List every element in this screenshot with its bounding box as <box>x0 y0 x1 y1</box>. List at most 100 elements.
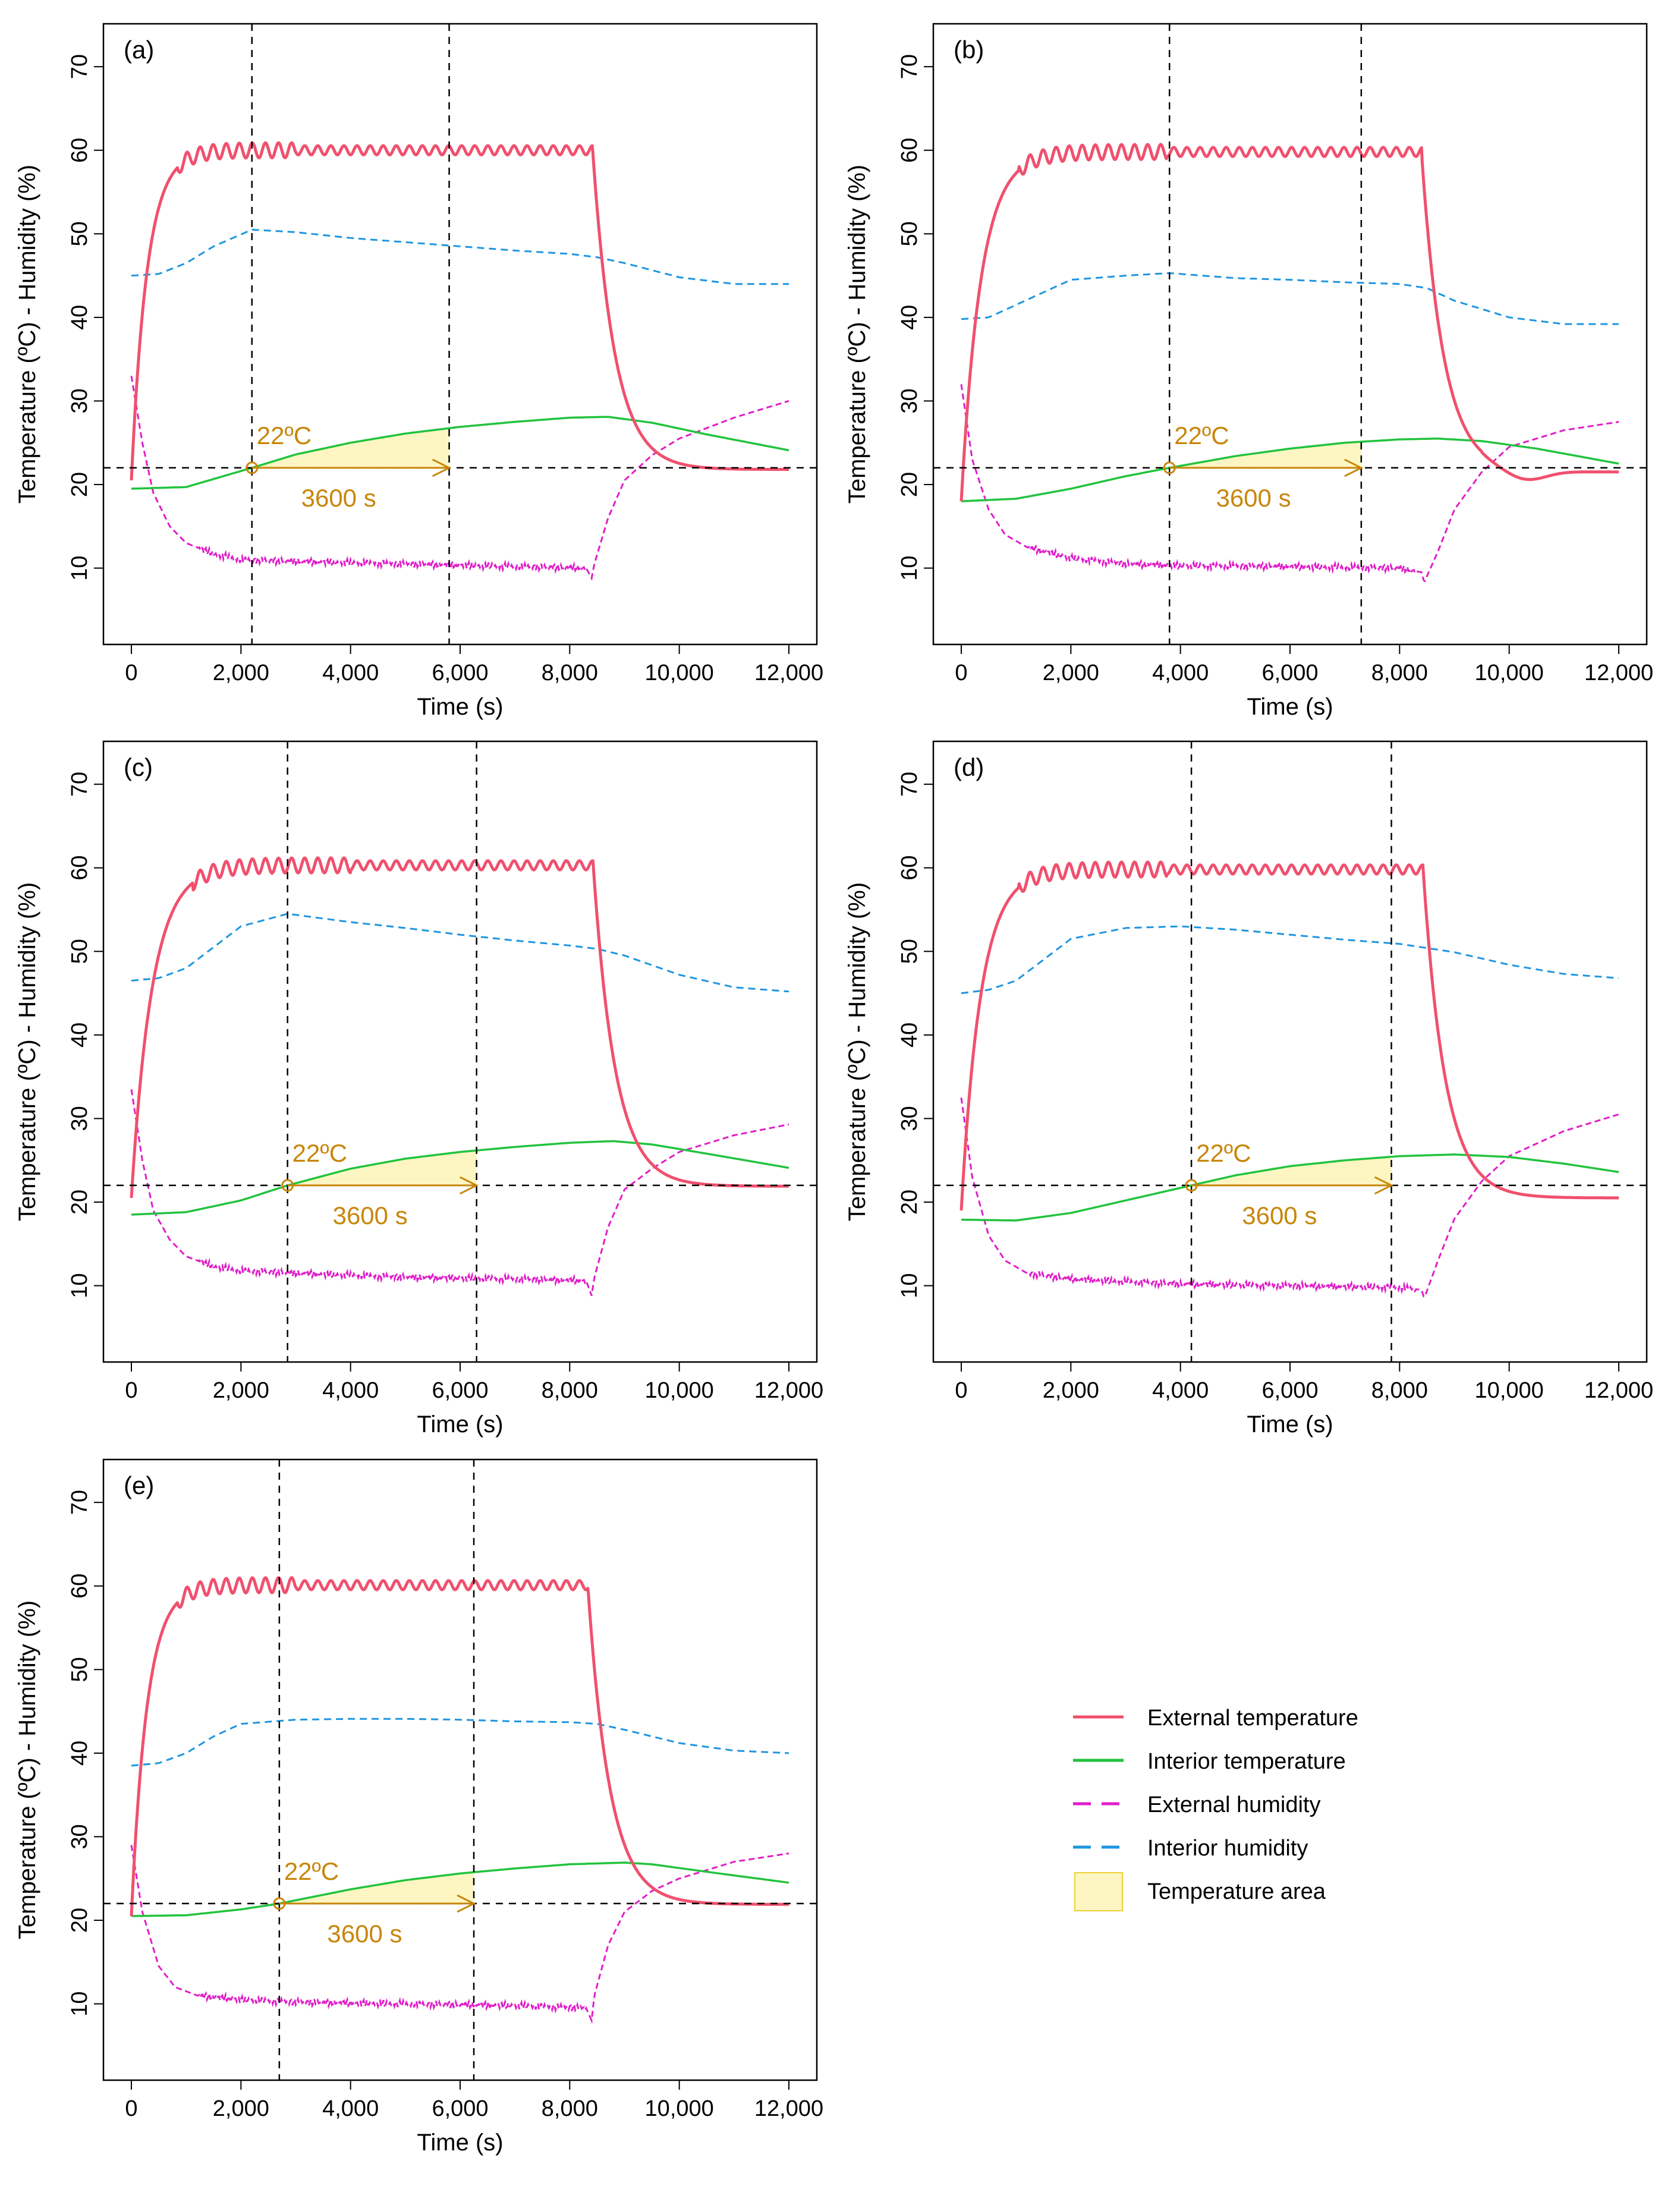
interior-temperature-line <box>131 1861 789 1917</box>
y-tick-label: 40 <box>897 305 922 330</box>
threshold-label: 22ºC <box>257 422 312 449</box>
panel-d: 0 2,000 4,000 6,000 8,000 10,000 12,000 10 20 30 4… <box>844 740 1653 1438</box>
temperature-area <box>1169 442 1361 468</box>
x-tick-label: 12,000 <box>1584 660 1653 685</box>
interior-humidity-line <box>131 913 789 993</box>
y-tick-label: 30 <box>67 1824 92 1849</box>
x-tick-label: 4,000 <box>322 660 379 685</box>
x-axis-title: Time (s) <box>1247 694 1333 720</box>
external-temperature-line <box>959 860 1620 1211</box>
x-tick-label: 8,000 <box>542 1378 598 1403</box>
panel-a: 0 2,000 4,000 6,000 8,000 10,000 12,000 10 20 30 4… <box>14 23 823 720</box>
x-tick-label: 6,000 <box>432 2096 488 2121</box>
x-tick-label: 0 <box>955 1378 967 1403</box>
threshold-label: 22ºC <box>1174 422 1229 449</box>
x-axis-title: Time (s) <box>1247 1411 1333 1438</box>
y-tick-label: 70 <box>67 1490 92 1515</box>
duration-label: 3600 s <box>333 1201 408 1229</box>
external-temperature-line <box>130 1576 790 1917</box>
external-humidity-line <box>130 376 789 581</box>
y-axis-title: Temperature (ºC) - Humidity (%) <box>844 882 870 1221</box>
interior-temperature-line <box>961 438 1619 502</box>
x-tick-label: 10,000 <box>645 1378 714 1403</box>
duration-label: 3600 s <box>1216 484 1291 512</box>
legend-label: External temperature <box>1147 1706 1358 1731</box>
panel-c: 0 2,000 4,000 6,000 8,000 10,000 12,000 10 20 30 4… <box>14 740 823 1438</box>
x-tick-label: 0 <box>125 660 137 685</box>
legend-label: Interior humidity <box>1147 1836 1308 1861</box>
external-temperature-line <box>130 856 790 1199</box>
panel-label: (c) <box>124 753 153 781</box>
y-tick-label: 10 <box>897 555 922 580</box>
x-tick-label: 6,000 <box>432 660 488 685</box>
y-tick-label: 20 <box>67 472 92 497</box>
y-tick-label: 50 <box>897 221 922 246</box>
panel-label: (b) <box>954 36 984 64</box>
y-tick-label: 70 <box>897 54 922 79</box>
legend-item-external-temperature: External temperature <box>1073 1706 1358 1731</box>
x-tick-label: 10,000 <box>1475 660 1544 685</box>
x-tick-label: 2,000 <box>213 660 269 685</box>
panel-label: (d) <box>954 753 984 781</box>
y-tick-label: 10 <box>67 555 92 580</box>
x-tick-label: 12,000 <box>754 2096 823 2121</box>
x-tick-label: 0 <box>125 1378 137 1403</box>
y-tick-label: 60 <box>67 855 92 880</box>
y-tick-label: 40 <box>67 305 92 330</box>
y-axis-title: Temperature (ºC) - Humidity (%) <box>14 882 40 1221</box>
y-tick-label: 40 <box>67 1741 92 1766</box>
legend-item-temperature-area: Temperature area <box>1074 1872 1326 1911</box>
duration-label: 3600 s <box>327 1920 402 1948</box>
x-tick-label: 6,000 <box>1261 660 1318 685</box>
x-tick-label: 8,000 <box>542 2096 598 2121</box>
external-humidity-line <box>130 1845 789 2024</box>
x-axis-title: Time (s) <box>417 2130 503 2156</box>
y-tick-label: 10 <box>897 1273 922 1298</box>
temperature-area <box>279 1872 474 1904</box>
y-tick-label: 50 <box>67 1657 92 1682</box>
threshold-label: 22ºC <box>284 1857 339 1885</box>
arrow-head <box>1344 458 1364 477</box>
threshold-crossing-marker <box>1185 1179 1198 1192</box>
interior-humidity-line <box>131 1718 789 1767</box>
legend-swatch <box>1074 1872 1123 1911</box>
legend-item-interior-temperature: Interior temperature <box>1073 1749 1346 1774</box>
interior-humidity-line <box>961 272 1619 325</box>
y-axis-title: Temperature (ºC) - Humidity (%) <box>14 1600 40 1939</box>
interior-humidity-line <box>131 228 789 285</box>
x-tick-label: 8,000 <box>1371 1378 1428 1403</box>
temperature-area <box>1191 1156 1392 1185</box>
y-tick-label: 70 <box>67 772 92 797</box>
legend-item-interior-humidity: Interior humidity <box>1073 1836 1308 1861</box>
x-tick-label: 6,000 <box>432 1378 488 1403</box>
interior-temperature-line <box>131 1140 789 1216</box>
external-temperature-line <box>959 143 1620 502</box>
duration-label: 3600 s <box>301 484 376 512</box>
duration-label: 3600 s <box>1242 1201 1317 1229</box>
y-tick-label: 60 <box>897 138 922 163</box>
arrow-head <box>459 1176 479 1195</box>
y-tick-label: 50 <box>67 939 92 964</box>
x-tick-label: 2,000 <box>213 1378 269 1403</box>
x-tick-label: 12,000 <box>1584 1378 1653 1403</box>
threshold-crossing-marker <box>1163 461 1176 474</box>
y-tick-label: 30 <box>897 1106 922 1131</box>
threshold-crossing-marker <box>281 1179 294 1192</box>
x-tick-label: 8,000 <box>1371 660 1428 685</box>
x-tick-label: 4,000 <box>1152 1378 1209 1403</box>
x-tick-label: 10,000 <box>645 660 714 685</box>
y-tick-label: 20 <box>897 472 922 497</box>
x-tick-label: 4,000 <box>322 1378 379 1403</box>
y-tick-label: 60 <box>67 1574 92 1599</box>
panel-label: (e) <box>124 1471 154 1499</box>
legend: External temperature Interior temperatur… <box>1073 1706 1358 1911</box>
panel-e: 0 2,000 4,000 6,000 8,000 10,000 12,000 10 20 30 4… <box>14 1458 823 2156</box>
y-tick-label: 20 <box>67 1908 92 1933</box>
x-tick-label: 2,000 <box>1043 660 1099 685</box>
threshold-crossing-marker <box>246 461 259 474</box>
panel-b: 0 2,000 4,000 6,000 8,000 10,000 12,000 10 20 30 4… <box>844 23 1653 720</box>
x-tick-label: 2,000 <box>213 2096 269 2121</box>
x-tick-label: 0 <box>955 660 967 685</box>
x-tick-label: 2,000 <box>1043 1378 1099 1403</box>
x-tick-label: 12,000 <box>754 1378 823 1403</box>
